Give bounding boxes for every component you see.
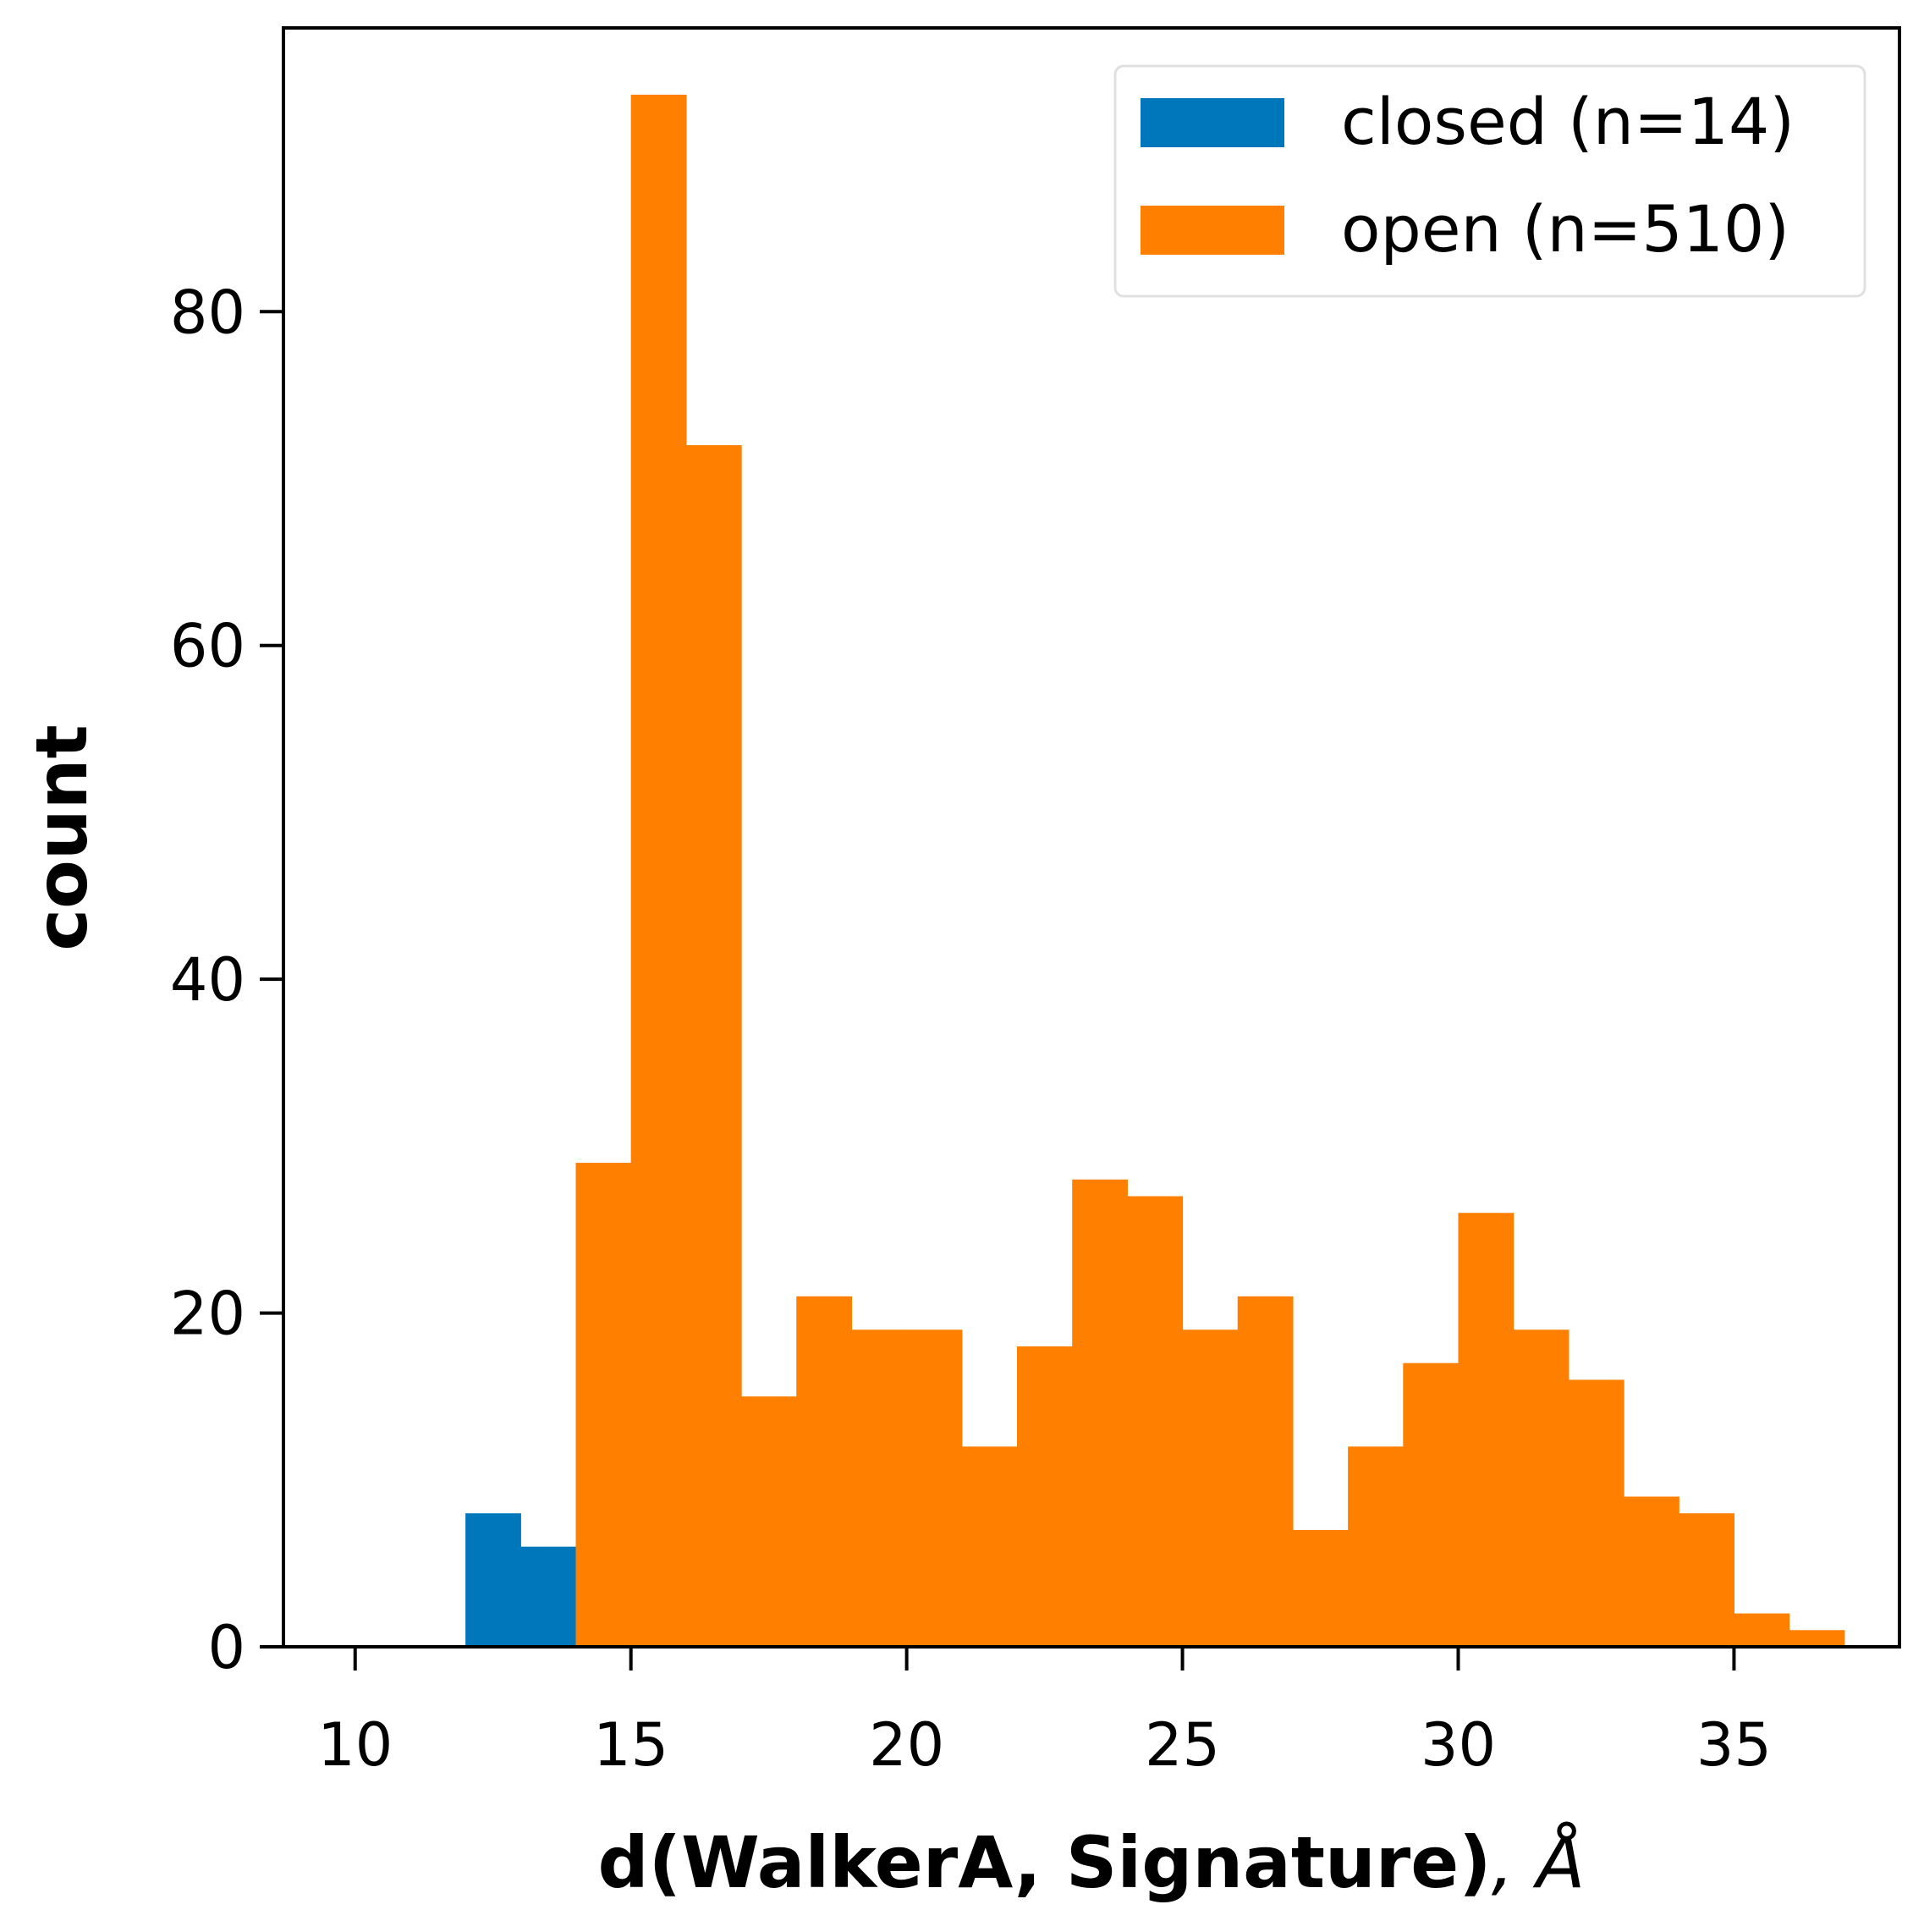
bar-open-27-28 xyxy=(1292,1529,1349,1647)
bar-open-32-33 xyxy=(1568,1379,1624,1647)
bar-open-25-26 xyxy=(1182,1329,1239,1647)
bar-open-33-34 xyxy=(1624,1496,1679,1647)
legend-swatch-closed xyxy=(1141,98,1284,147)
bar-open-18-19 xyxy=(796,1296,853,1647)
legend-label-open: open (n=510) xyxy=(1341,191,1789,267)
x-axis-label-main: d(WalkerA, Signature) xyxy=(598,1821,1492,1904)
x-tick-label-15: 15 xyxy=(593,1710,668,1780)
y-tick-label-40: 40 xyxy=(170,945,245,1015)
bar-open-16-17 xyxy=(685,445,742,1647)
x-axis-label-unit: , Å xyxy=(1492,1820,1586,1904)
bar-closed-13-14 xyxy=(520,1546,577,1647)
bar-open-35-36 xyxy=(1734,1613,1790,1647)
histogram-bars xyxy=(465,94,1845,1647)
bar-open-28-29 xyxy=(1348,1446,1404,1647)
x-tick-label-10: 10 xyxy=(317,1710,393,1780)
x-axis-label: d(WalkerA, Signature), Å xyxy=(598,1820,1586,1904)
bar-open-21-22 xyxy=(961,1446,1018,1647)
y-tick-label-80: 80 xyxy=(170,278,245,347)
bar-open-17-18 xyxy=(741,1396,797,1647)
legend-label-closed: closed (n=14) xyxy=(1341,84,1795,159)
x-tick-label-30: 30 xyxy=(1421,1710,1496,1780)
plot-frame xyxy=(282,26,1901,1649)
legend-swatch-open xyxy=(1141,206,1284,255)
bar-open-23-24 xyxy=(1072,1179,1128,1647)
bar-closed-12-13 xyxy=(465,1513,521,1647)
bar-open-20-21 xyxy=(906,1329,963,1647)
bar-open-34-35 xyxy=(1679,1513,1735,1647)
x-tick-label-35: 35 xyxy=(1696,1710,1772,1780)
y-tick-label-0: 0 xyxy=(207,1613,245,1682)
bar-open-24-25 xyxy=(1127,1196,1184,1647)
bar-open-30-31 xyxy=(1458,1213,1514,1647)
y-tick-label-20: 20 xyxy=(170,1280,245,1349)
x-tick-label-20: 20 xyxy=(869,1710,944,1780)
legend-box xyxy=(1113,64,1866,298)
legend: closed (n=14) open (n=510) xyxy=(1113,64,1866,298)
y-tick-label-60: 60 xyxy=(170,612,245,681)
bar-open-26-27 xyxy=(1237,1296,1294,1647)
x-tick-label-25: 25 xyxy=(1145,1710,1220,1780)
bar-open-29-30 xyxy=(1403,1362,1459,1647)
y-axis-label: count xyxy=(20,724,103,950)
bar-open-31-32 xyxy=(1513,1329,1569,1647)
y-axis-ticks: 0 20 40 60 80 xyxy=(170,278,283,1682)
bar-open-14-15 xyxy=(575,1163,632,1647)
bar-open-19-20 xyxy=(851,1329,908,1647)
bar-open-36-37 xyxy=(1789,1630,1845,1647)
bar-open-22-23 xyxy=(1016,1346,1073,1647)
x-axis-ticks: 10 15 20 25 30 35 xyxy=(317,1647,1772,1780)
bar-open-15-16 xyxy=(630,94,687,1647)
